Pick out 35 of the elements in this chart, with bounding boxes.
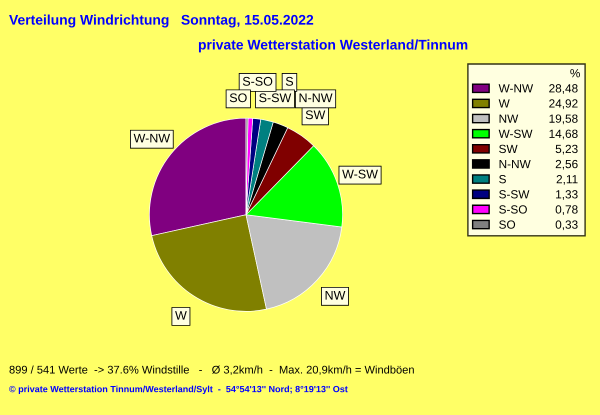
slice-label: N-NW (300, 93, 333, 102)
chart-subtitle: private Wetterstation Westerland/Tinnum (198, 39, 468, 52)
text: 899 / 541 Werte -> 37.6% Windstille - Ø 3,2km/h - Max. 20,9km/h = Windböen (9, 365, 414, 375)
legend-label: SW (499, 144, 518, 154)
legend-label: NW (500, 114, 518, 123)
legend-title: % (570, 69, 580, 78)
legend-label: N-NW (500, 160, 531, 168)
slice-label: NW (326, 290, 346, 300)
slice-label: W (175, 311, 187, 320)
slice-label: W-SW (342, 170, 378, 178)
slice-label: S (286, 76, 294, 86)
data-label: 5,23 (556, 144, 578, 154)
slice-label: SW (306, 110, 326, 120)
legend-label: W-SW (498, 130, 532, 138)
legend-label: S-SW (499, 190, 530, 198)
chart-title: Verteilung Windrichtung Sonntag, 15.05.2022 (9, 14, 314, 28)
data-label: 2,56 (556, 160, 578, 170)
slice-label: SO (230, 93, 247, 102)
data-label: 24,92 (549, 99, 578, 110)
legend-label: W-NW (498, 84, 534, 92)
data-label: 28,48 (549, 84, 578, 94)
legend-label: W (498, 99, 510, 108)
slice-label: S-SW (259, 93, 292, 102)
data-label: 14,68 (550, 130, 578, 140)
legend-label: SO (499, 220, 516, 229)
slice-label: W-NW (134, 134, 170, 142)
data-label: 19,58 (550, 114, 578, 124)
slice-label: S-SO (242, 76, 272, 86)
data-label: 2,11 (556, 174, 578, 185)
text: © private Wetterstation Tinnum/Westerland/Sylt - 54°54'13'' Nord; 8°19'13'' Ost (9, 386, 348, 394)
legend-label: S (499, 174, 506, 184)
data-label: 0,78 (556, 205, 578, 216)
data-label: 1,33 (556, 190, 578, 200)
legend-label: S-SO (499, 205, 527, 214)
data-label: 0,33 (556, 220, 578, 230)
